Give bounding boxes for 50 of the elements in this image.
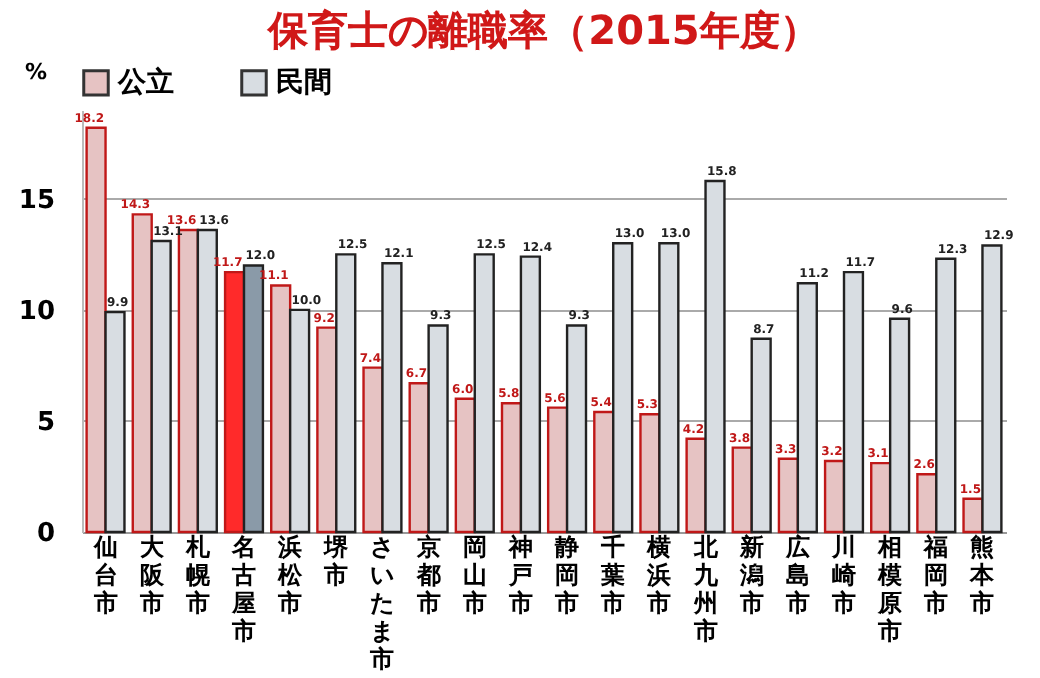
x-tick-label: 京都市 xyxy=(414,533,441,617)
bar xyxy=(150,239,172,534)
y-tick-label: 5 xyxy=(36,407,55,438)
bar xyxy=(962,497,984,534)
chart-title: 保育士の離職率（2015年度） xyxy=(266,6,820,54)
bar xyxy=(288,308,311,534)
bar xyxy=(85,126,107,534)
bar xyxy=(565,324,588,534)
bar xyxy=(750,337,772,534)
y-tick-label: 15 xyxy=(18,185,55,216)
x-tick-label: 岡山市 xyxy=(460,533,487,617)
x-tick-label: 千葉市 xyxy=(599,533,626,617)
x-tick-label: 静岡市 xyxy=(553,533,580,617)
bar xyxy=(519,255,542,534)
bar xyxy=(658,242,680,534)
x-tick-label: 浜松市 xyxy=(276,533,305,617)
x-tick-label: 神戸市 xyxy=(506,533,533,617)
x-tick-label: 横浜市 xyxy=(645,533,672,617)
x-tick-label: 大阪市 xyxy=(137,533,166,617)
bar xyxy=(196,228,218,534)
x-tick-label: 福岡市 xyxy=(922,533,949,617)
bar xyxy=(335,253,357,534)
bar xyxy=(270,284,292,534)
y-axis-title: % xyxy=(24,59,47,85)
x-tick-label: さいたま市 xyxy=(368,533,395,673)
bar xyxy=(888,317,911,534)
bar xyxy=(981,244,1003,534)
x-tick-label: 札幌市 xyxy=(183,533,212,617)
bar xyxy=(704,179,726,534)
bar xyxy=(612,242,634,534)
bar xyxy=(473,253,495,534)
y-tick-label: 0 xyxy=(36,519,55,549)
x-tick-label: 川崎市 xyxy=(830,533,856,617)
x-tick-label: 北九州市 xyxy=(691,533,720,645)
bar xyxy=(935,257,957,534)
bar xyxy=(427,324,449,534)
x-tick-label: 名古屋市 xyxy=(230,533,256,645)
bar xyxy=(381,262,403,534)
bar xyxy=(796,282,818,534)
x-tick-label: 相模原市 xyxy=(876,533,903,645)
bar xyxy=(842,270,865,534)
x-tick-label: 広島市 xyxy=(783,533,810,617)
legend-label: 民間 xyxy=(276,66,332,99)
legend-label: 公立 xyxy=(116,64,174,99)
x-tick-label: 熊本市 xyxy=(968,533,997,617)
y-tick-label: 10 xyxy=(18,296,55,327)
x-tick-label: 仙台市 xyxy=(91,533,118,617)
x-tick-label: 堺市 xyxy=(322,533,351,589)
bar xyxy=(104,310,126,534)
x-tick-label: 新潟市 xyxy=(737,533,764,617)
